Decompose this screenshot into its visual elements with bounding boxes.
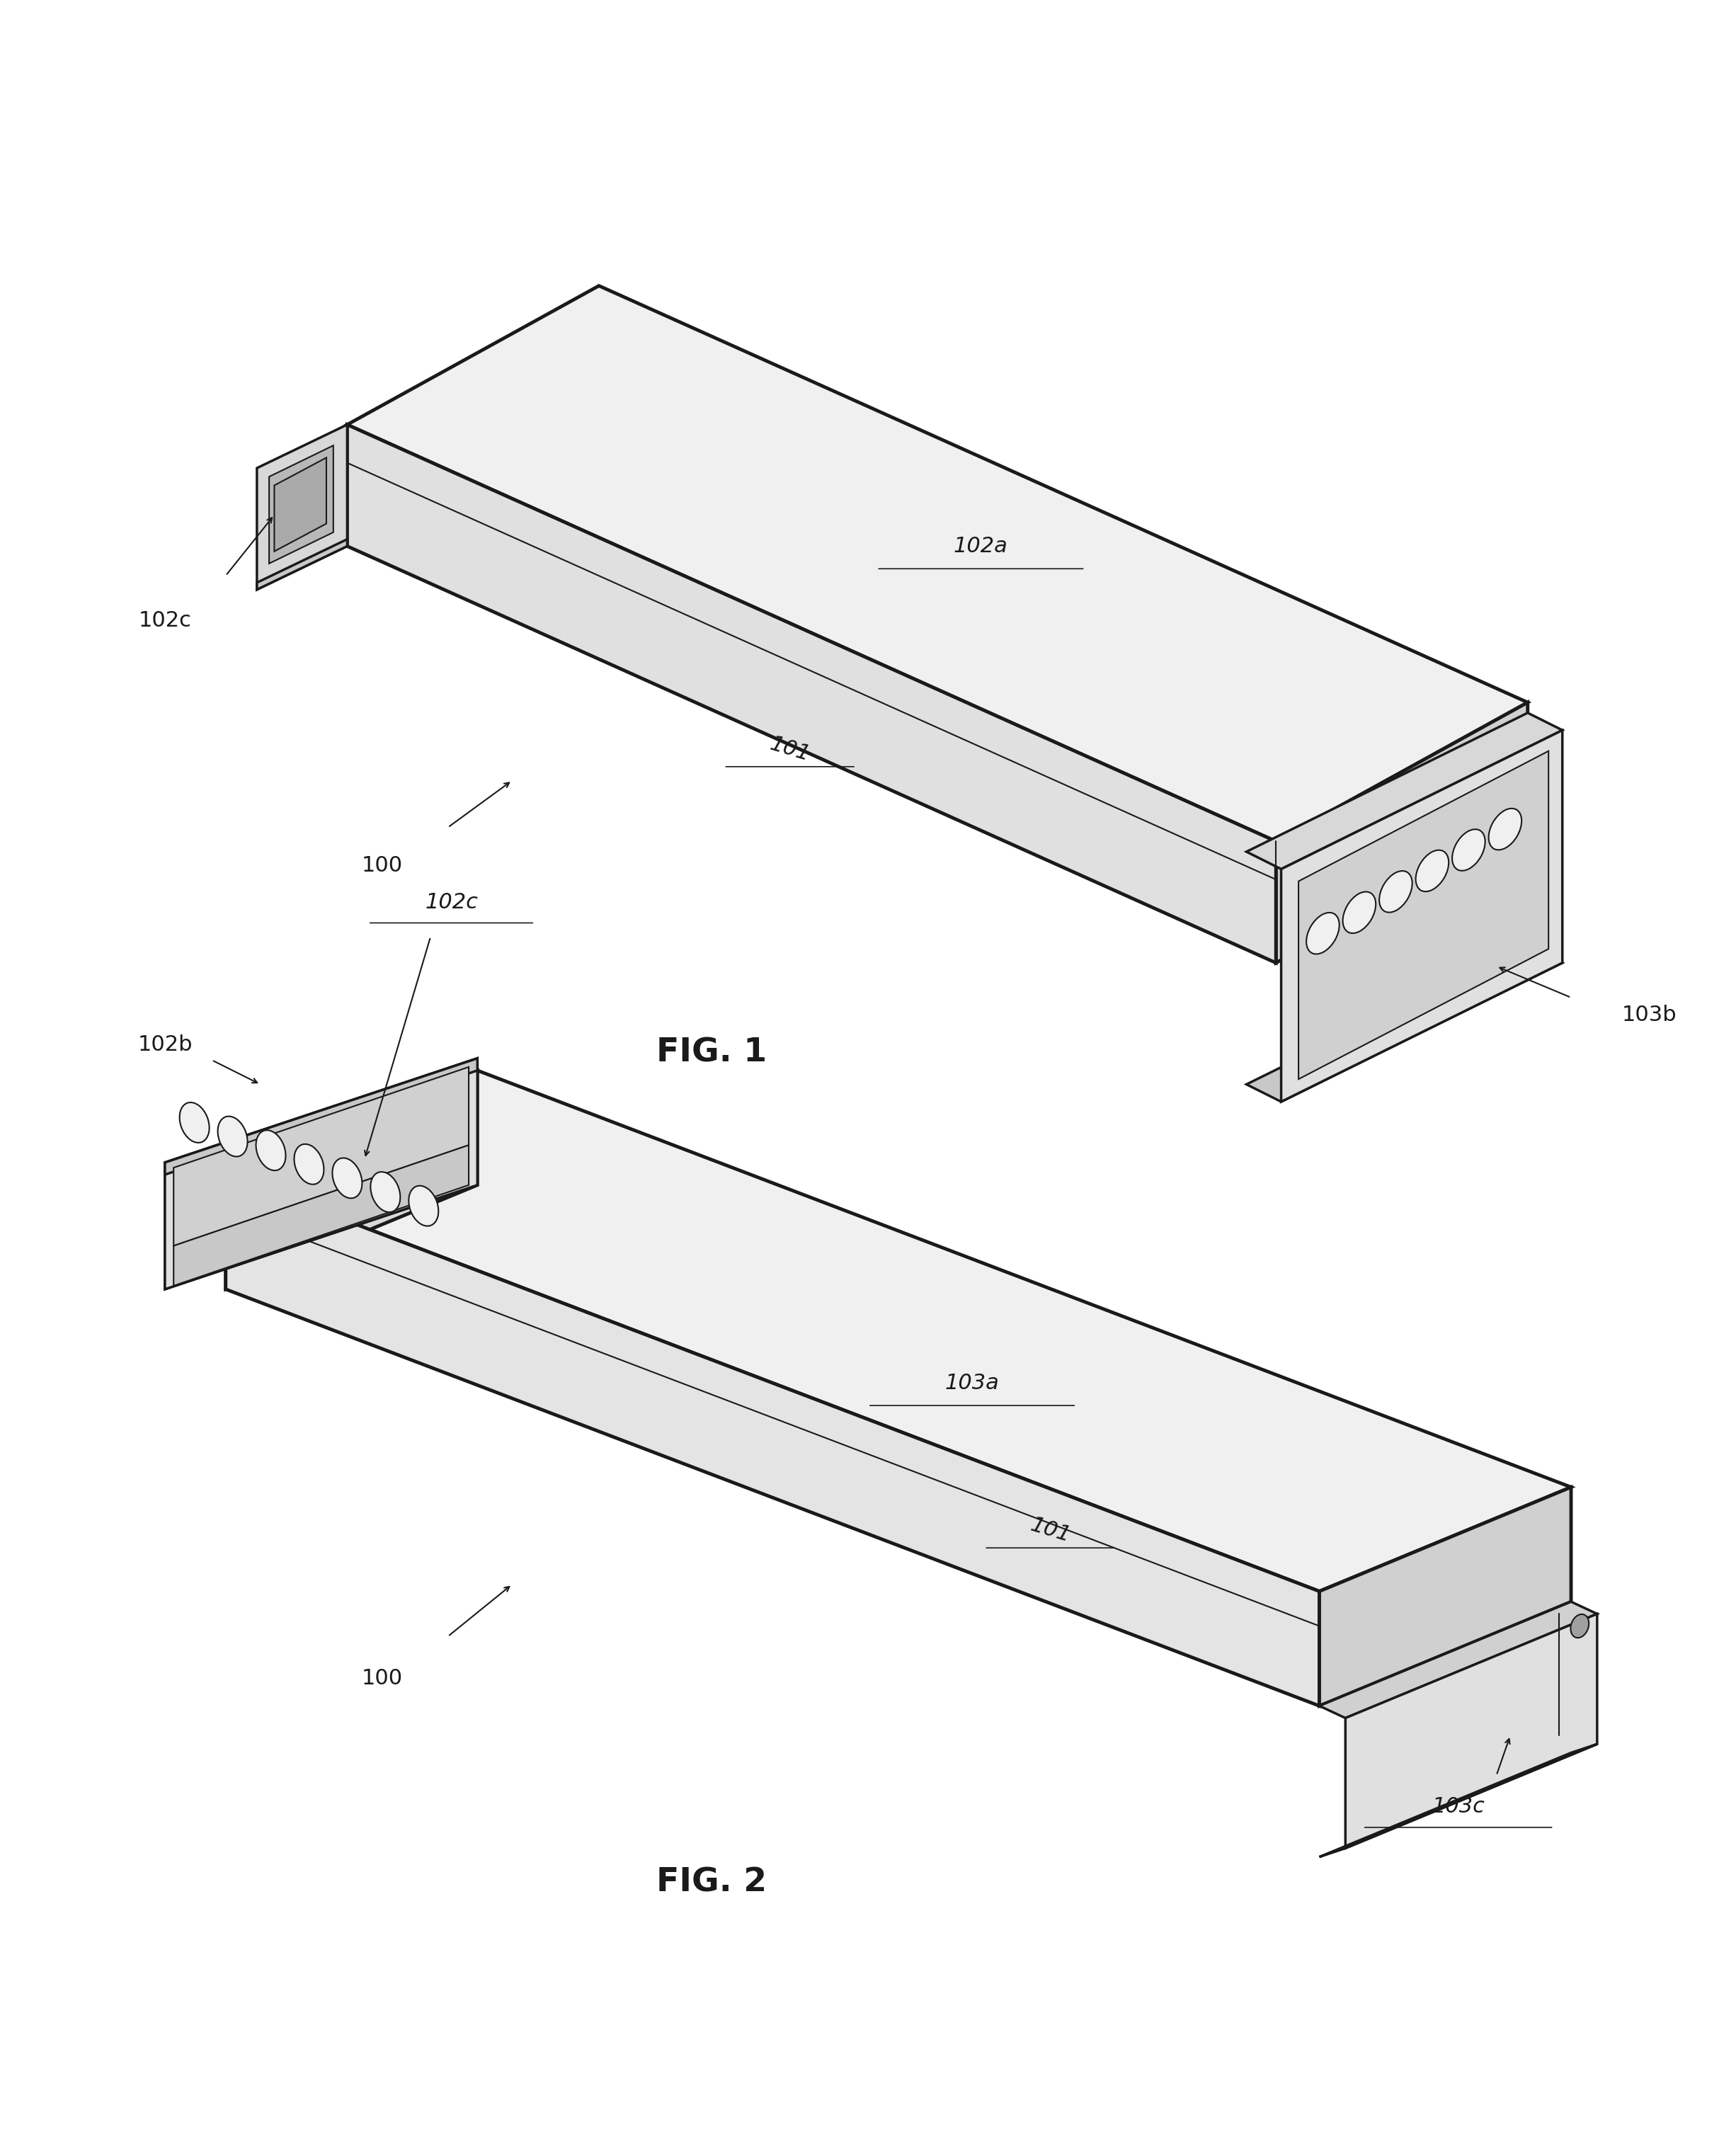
Ellipse shape — [370, 1172, 401, 1212]
Ellipse shape — [1305, 913, 1340, 954]
Polygon shape — [269, 446, 333, 563]
Polygon shape — [1246, 713, 1562, 869]
Polygon shape — [165, 1058, 477, 1289]
Text: FIG. 2: FIG. 2 — [656, 1867, 767, 1899]
Ellipse shape — [179, 1103, 210, 1142]
Polygon shape — [347, 425, 1276, 962]
Text: 100: 100 — [361, 856, 403, 875]
Polygon shape — [1276, 702, 1528, 962]
Text: 102a: 102a — [953, 536, 1009, 557]
Text: 102c: 102c — [425, 892, 477, 913]
Ellipse shape — [255, 1131, 286, 1169]
Text: 102c: 102c — [139, 610, 191, 632]
Polygon shape — [274, 457, 326, 551]
Ellipse shape — [1488, 809, 1522, 849]
Text: 103a: 103a — [944, 1372, 1000, 1394]
Polygon shape — [165, 1058, 477, 1289]
Ellipse shape — [1342, 892, 1377, 933]
Text: 101: 101 — [1028, 1515, 1073, 1547]
Text: 103b: 103b — [1621, 1005, 1677, 1024]
Text: 102b: 102b — [137, 1035, 193, 1054]
Text: 103c: 103c — [1432, 1797, 1484, 1816]
Ellipse shape — [1571, 1613, 1588, 1637]
Polygon shape — [226, 1071, 1571, 1592]
Ellipse shape — [293, 1144, 325, 1184]
Ellipse shape — [408, 1187, 439, 1227]
Polygon shape — [347, 286, 1528, 841]
Polygon shape — [226, 1071, 477, 1289]
Ellipse shape — [332, 1159, 363, 1199]
Ellipse shape — [1415, 849, 1450, 892]
Text: 101: 101 — [767, 734, 812, 766]
Polygon shape — [257, 540, 347, 589]
Ellipse shape — [217, 1116, 248, 1157]
Polygon shape — [1319, 1743, 1597, 1857]
Polygon shape — [1319, 1487, 1571, 1705]
Text: FIG. 1: FIG. 1 — [656, 1037, 767, 1069]
Text: 100: 100 — [361, 1669, 403, 1688]
Ellipse shape — [1378, 871, 1413, 913]
Polygon shape — [1281, 730, 1562, 1101]
Polygon shape — [1299, 751, 1549, 1080]
Polygon shape — [1246, 945, 1562, 1101]
Polygon shape — [1345, 1613, 1597, 1848]
Polygon shape — [174, 1067, 469, 1246]
Polygon shape — [1319, 1603, 1597, 1718]
Polygon shape — [226, 1174, 1319, 1705]
Polygon shape — [174, 1146, 469, 1287]
Ellipse shape — [1451, 830, 1486, 871]
Polygon shape — [260, 425, 347, 521]
Polygon shape — [257, 425, 347, 589]
Polygon shape — [165, 1058, 477, 1174]
